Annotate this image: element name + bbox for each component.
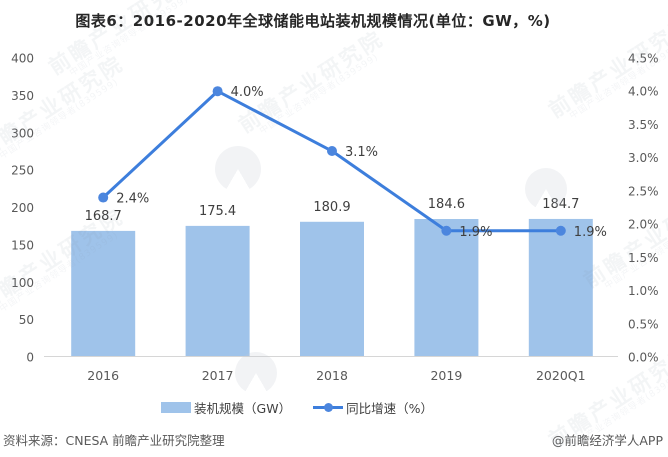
y-axis-left-tick-label: 50 (19, 313, 34, 327)
y-axis-right-tick-label: 1.5% (628, 251, 659, 265)
line-marker (555, 225, 566, 236)
bar (71, 230, 136, 357)
line-marker (327, 146, 337, 157)
y-axis-left-tick-label: 350 (11, 89, 34, 103)
bar (414, 219, 479, 357)
legend-item-line: 同比增速（%） (313, 398, 433, 417)
bar-value-label: 184.7 (542, 197, 579, 212)
bar-value-label: 180.9 (313, 200, 350, 215)
line-marker (441, 225, 452, 236)
y-axis-left-tick-label: 300 (11, 126, 34, 140)
x-axis-label: 2016 (87, 368, 119, 383)
line-marker (98, 192, 109, 203)
x-axis-label: 2020Q1 (536, 368, 586, 383)
bar-value-label: 175.4 (199, 204, 236, 219)
y-axis-left-tick-label: 0 (26, 351, 34, 365)
line-value-label: 3.1% (345, 145, 378, 160)
y-axis-right-tick-label: 4.0% (628, 85, 659, 99)
line-value-label: 4.0% (231, 85, 264, 100)
chart-title: 图表6：2016-2020年全球储能电站装机规模情况(单位：GW，%) (75, 12, 551, 30)
bar-swatch-icon (161, 402, 192, 413)
legend-line-label: 同比增速（%） (346, 401, 433, 416)
y-axis-right-tick-label: 2.5% (628, 184, 659, 198)
x-axis-label: 2019 (430, 368, 462, 383)
y-axis-right-tick-label: 0.5% (628, 317, 659, 331)
chart-legend: 装机规模（GW） 同比增速（%） (0, 398, 631, 417)
data-source-note: 资料来源：CNESA 前瞻产业研究院整理 (3, 433, 225, 448)
bar (528, 218, 593, 357)
bar-value-label: 168.7 (85, 209, 122, 224)
line-value-label: 1.9% (574, 225, 607, 240)
y-axis-right-tick-label: 3.5% (628, 118, 659, 132)
line-swatch-icon (313, 402, 344, 413)
legend-bar-label: 装机规模（GW） (194, 401, 292, 416)
line-marker (212, 86, 223, 97)
y-axis-right-tick-label: 1.0% (628, 284, 659, 298)
legend-item-bar: 装机规模（GW） (161, 398, 291, 417)
y-axis-right-tick-label: 4.5% (628, 52, 659, 66)
y-axis-left-tick-label: 400 (11, 52, 34, 66)
line-value-label: 1.9% (459, 225, 492, 240)
y-axis-left-tick-label: 150 (11, 238, 34, 252)
publisher-credit: @前瞻经济学人APP (551, 433, 663, 448)
bar-value-label: 184.6 (428, 197, 465, 212)
x-axis-label: 2018 (316, 368, 348, 383)
y-axis-left-tick-label: 200 (11, 201, 34, 215)
x-axis-label: 2017 (202, 368, 234, 383)
y-axis-right-tick-label: 3.0% (628, 151, 659, 165)
y-axis-left-tick-label: 250 (11, 164, 34, 178)
y-axis-right-tick-label: 2.0% (628, 218, 659, 232)
bar (185, 225, 250, 357)
y-axis-right-tick-label: 0.0% (628, 351, 659, 365)
bar (300, 221, 364, 357)
y-axis-left-tick-label: 100 (11, 276, 34, 290)
line-value-label: 2.4% (116, 192, 149, 207)
